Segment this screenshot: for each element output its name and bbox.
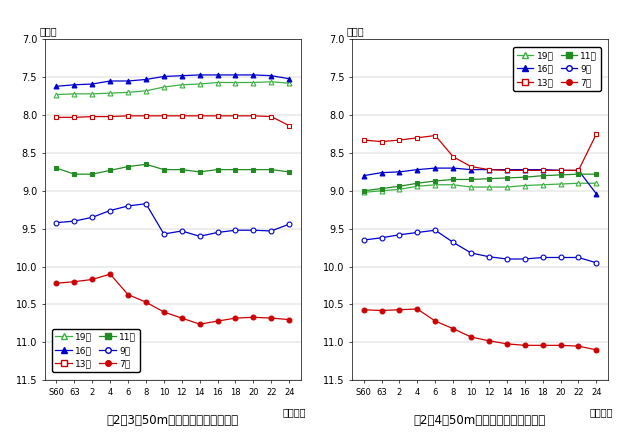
Legend: 19歳, 16歳, 13歳, 11歳, 9歳, 7歳: 19歳, 16歳, 13歳, 11歳, 9歳, 7歳 — [52, 329, 140, 372]
Text: （年度）: （年度） — [589, 407, 613, 417]
Legend: 19歳, 16歳, 13歳, 11歳, 9歳, 7歳: 19歳, 16歳, 13歳, 11歳, 9歳, 7歳 — [513, 47, 601, 90]
Text: （年度）: （年度） — [282, 407, 306, 417]
Text: 図2－3　50m走の年次推移（男子）: 図2－3 50m走の年次推移（男子） — [107, 414, 239, 427]
Text: （秒）: （秒） — [347, 26, 365, 36]
Text: 図2－4　50m走の年次推移（女子）: 図2－4 50m走の年次推移（女子） — [414, 414, 546, 427]
Text: （秒）: （秒） — [40, 26, 58, 36]
